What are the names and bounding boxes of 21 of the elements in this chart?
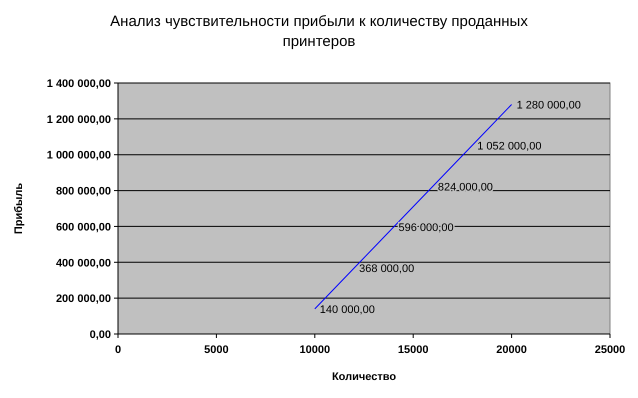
x-tick-label: 5000 bbox=[204, 344, 229, 356]
data-label: 1 280 000,00 bbox=[516, 100, 581, 112]
y-tick-label: 1 000 000,00 bbox=[46, 150, 111, 162]
data-label: 1 052 000,00 bbox=[477, 140, 542, 152]
y-tick-label: 1 200 000,00 bbox=[46, 114, 111, 126]
y-tick-label: 0,00 bbox=[90, 329, 111, 341]
y-tick-label: 200 000,00 bbox=[56, 293, 111, 306]
x-tick-label: 25000 bbox=[594, 344, 626, 356]
y-tick-label: 1 400 000,00 bbox=[46, 78, 111, 90]
x-tick-label: 15000 bbox=[398, 344, 428, 356]
x-tick-label: 0 bbox=[114, 344, 122, 356]
y-tick-label: 400 000,00 bbox=[56, 257, 111, 270]
y-tick-label: 600 000,00 bbox=[56, 221, 111, 234]
x-tick-label: 20000 bbox=[496, 344, 527, 356]
chart-title: Анализ чувствительности прибыли к количеству проданных принтеров bbox=[110, 13, 528, 50]
data-label: 368 000,00 bbox=[359, 263, 414, 276]
data-label: 140 000,00 bbox=[320, 304, 375, 316]
x-tick-label: 10000 bbox=[300, 344, 330, 356]
y-axis-title: Прибыль bbox=[13, 182, 25, 234]
y-tick-label: 800 000,00 bbox=[56, 186, 111, 198]
x-axis-title: Количество bbox=[332, 371, 396, 383]
